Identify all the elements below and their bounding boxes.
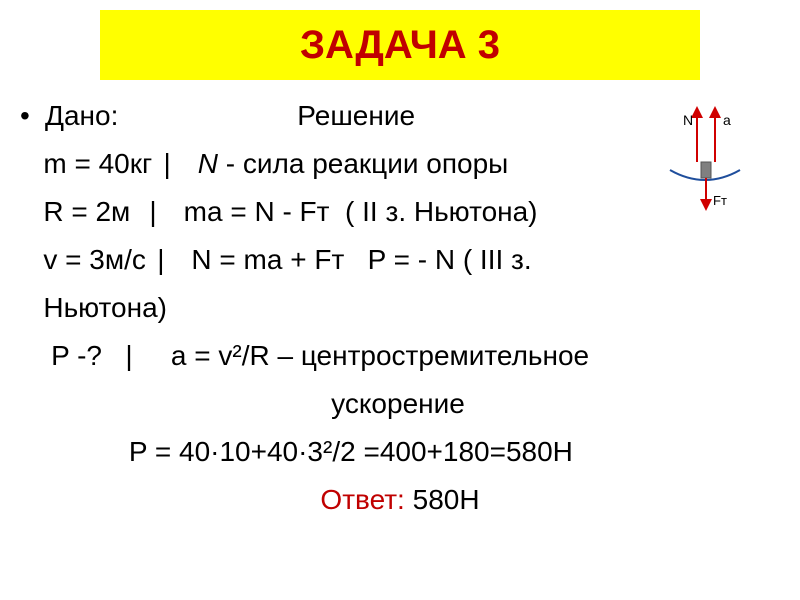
title-bar: ЗАДАЧА 3 [100, 10, 700, 80]
solution-label: Решение [297, 100, 415, 131]
eq3: a = v²/R – центростремительное [171, 340, 589, 371]
answer-label: Ответ: [320, 484, 412, 515]
given-find: P -? [51, 340, 102, 371]
title-text: ЗАДАЧА 3 [300, 23, 500, 68]
eq2-left: N = ma + Fᴛ [191, 244, 344, 275]
answer-line: Ответ: 580Н [20, 479, 780, 521]
Ft-label: Fᴛ [713, 193, 727, 208]
given-R: R = 2м [43, 196, 130, 227]
line-eq3-cont: ускорение [20, 383, 780, 425]
answer-value: 580Н [413, 484, 480, 515]
eq1: ma = N - Fᴛ ( II з. Ньютона) [184, 196, 538, 227]
body-rect [701, 162, 711, 178]
force-diagram: N a Fᴛ [655, 100, 755, 220]
eq3-cont: ускорение [331, 388, 465, 419]
line-newton-cont: Ньютона) [20, 287, 780, 329]
N-label: N [683, 112, 693, 128]
given-label: Дано: [45, 100, 118, 131]
given-v: v = 3м/с [43, 244, 146, 275]
diagram-svg: N a Fᴛ [655, 100, 755, 220]
N-desc: - сила реакции опоры [218, 148, 508, 179]
calc: P = 40·10+40·3²/2 =400+180=580Н [129, 436, 573, 467]
eq2-right: P = - N ( III з. [368, 244, 532, 275]
eq2-cont: Ньютона) [43, 292, 167, 323]
line-calc: P = 40·10+40·3²/2 =400+180=580Н [20, 431, 780, 473]
line-find: P -? | a = v²/R – центростремительное [20, 335, 780, 377]
a-label: a [723, 112, 731, 128]
line-v: v = 3м/с| N = ma + Fᴛ P = - N ( III з. [20, 239, 780, 281]
N-symbol: N [198, 148, 218, 179]
given-m: m = 40кг [43, 148, 152, 179]
